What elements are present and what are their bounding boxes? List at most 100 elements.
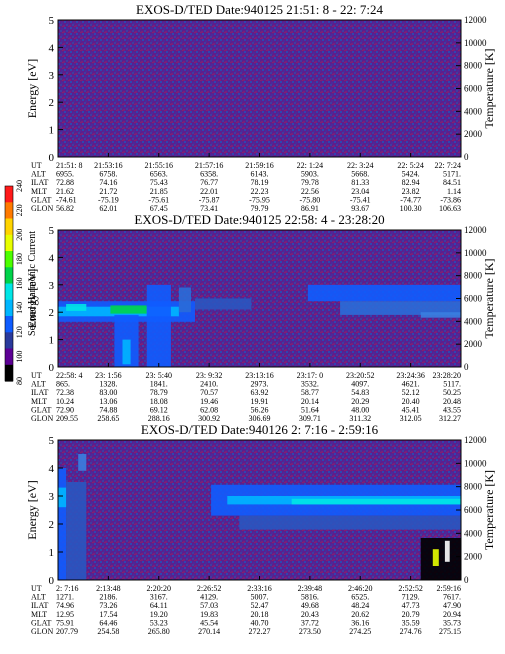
ephemeris-cell: 51.64 — [301, 405, 319, 414]
colorbar-swatch — [5, 283, 13, 301]
ephemeris-cell: 3532. — [301, 380, 319, 389]
emission-feature — [122, 339, 131, 365]
emission-feature — [178, 287, 191, 313]
ephemeris-cell: 2:13:48 — [96, 584, 120, 593]
ephemeris-cell: 23: 5:40 — [146, 371, 172, 380]
ephemeris-cell: 100.30 — [400, 204, 422, 213]
ephemeris-cell: 78.79 — [150, 388, 168, 397]
ephemeris-cell: 6525. — [351, 593, 369, 602]
y-tick-label: 3 — [49, 280, 55, 292]
emission-feature — [239, 515, 461, 530]
ephemeris-cell: 7129. — [402, 593, 420, 602]
ephemeris-cell: 311.32 — [349, 414, 371, 423]
ephemeris-cell: 2:52:52 — [398, 584, 422, 593]
ephemeris-cell: 2:26:52 — [197, 584, 221, 593]
ephemeris-cell: 20.40 — [402, 397, 420, 406]
ephemeris-row-label: ILAT — [31, 178, 48, 187]
ephemeris-cell: 69.12 — [150, 405, 168, 414]
ephemeris-cell: 5117. — [443, 380, 461, 389]
y2-tick-label: 6000 — [464, 505, 483, 515]
ephemeris-row-label: GLAT — [31, 195, 52, 204]
y-tick-label: 4 — [49, 42, 55, 54]
ephemeris-cell: 35.59 — [402, 618, 420, 627]
colorbar-swatch — [5, 332, 13, 350]
ephemeris-cell: 47.73 — [402, 601, 420, 610]
y2-tick-label: 0 — [464, 362, 469, 372]
ephemeris-cell: 20.18 — [251, 610, 269, 619]
ephemeris-cell: 22: 5:24 — [397, 161, 423, 170]
ephemeris-cell: 62.08 — [200, 405, 218, 414]
y2-axis-label: Temperature [K] — [482, 258, 496, 338]
ephemeris-cell: 23: 1:56 — [95, 371, 121, 380]
panel-title: EXOS-D/TED Date:940125 21:51: 8 - 22: 7:… — [136, 2, 383, 17]
y2-tick-label: 8000 — [464, 271, 483, 281]
ephemeris-cell: 288.16 — [148, 414, 170, 423]
ephemeris-cell: 74.88 — [99, 405, 117, 414]
ephemeris-cell: 2:39:48 — [298, 584, 322, 593]
y2-tick-label: 0 — [464, 575, 469, 585]
y2-tick-label: 12000 — [464, 225, 487, 235]
ephemeris-cell: 50.25 — [443, 388, 461, 397]
ephemeris-cell: 207.79 — [56, 627, 78, 636]
colorbar-tick-label: 120 — [15, 326, 24, 338]
panel-title: EXOS-D/TED Date:940126 2: 7:16 - 2:59:16 — [141, 422, 379, 437]
ephemeris-cell: 72.38 — [56, 388, 74, 397]
ephemeris-cell: 20.14 — [301, 397, 319, 406]
ephemeris-row-label: GLON — [31, 204, 53, 213]
emission-feature — [78, 454, 87, 471]
ephemeris-cell: 10.24 — [56, 397, 74, 406]
colorbar-tick-label: 220 — [15, 204, 24, 216]
ephemeris-cell: 72.90 — [56, 405, 74, 414]
y2-tick-label: 8000 — [464, 61, 483, 71]
y2-tick-label: 0 — [464, 152, 469, 162]
ephemeris-cell: 73.41 — [200, 204, 218, 213]
ephemeris-cell: 265.80 — [148, 627, 170, 636]
y-axis-label: Energy [eV] — [25, 269, 39, 328]
colorbar-swatch — [5, 251, 13, 268]
ephemeris-row-label: ILAT — [31, 388, 48, 397]
ephemeris-cell: 209.55 — [56, 414, 78, 423]
emission-feature — [432, 549, 439, 566]
y-tick-label: 2 — [49, 519, 55, 531]
colorbar-tick-label: 140 — [15, 302, 24, 314]
ephemeris-cell: 22: 3:24 — [347, 161, 373, 170]
ephemeris-cell: 86.91 — [301, 204, 319, 213]
ephemeris-row-label: ALT — [31, 380, 46, 389]
y2-tick-label: 12000 — [464, 435, 487, 445]
ephemeris-cell: -75.19 — [98, 195, 119, 204]
ephemeris-cell: 19.91 — [251, 397, 269, 406]
colorbar-tick-label: 180 — [15, 253, 24, 265]
ephemeris-cell: 56.82 — [56, 204, 74, 213]
y-tick-label: 1 — [49, 335, 55, 347]
ephemeris-cell: 6358. — [200, 170, 218, 179]
panel-2: EXOS-D/TED Date:940125 22:58: 4 - 23:28:… — [25, 212, 496, 423]
ephemeris-cell: 74.96 — [56, 601, 74, 610]
panel-3: EXOS-D/TED Date:940126 2: 7:16 - 2:59:16… — [25, 422, 496, 636]
emission-feature — [307, 284, 461, 302]
ephemeris-cell: 3167. — [150, 593, 168, 602]
emission-feature — [420, 538, 461, 580]
ephemeris-cell: 40.70 — [251, 618, 269, 627]
ephemeris-cell: 2410. — [200, 380, 218, 389]
ephemeris-cell: 83.00 — [99, 388, 117, 397]
ephemeris-cell: 1271. — [56, 593, 74, 602]
emission-feature — [110, 305, 147, 314]
ephemeris-cell: 275.15 — [439, 627, 461, 636]
ephemeris-cell: 19.83 — [200, 610, 218, 619]
ephemeris-cell: 43.55 — [443, 405, 461, 414]
ephemeris-cell: 2:20:20 — [147, 584, 171, 593]
ephemeris-cell: 6955. — [56, 170, 74, 179]
ephemeris-cell: 81.33 — [351, 178, 369, 187]
ephemeris-cell: -75.80 — [300, 195, 321, 204]
ephemeris-cell: 312.05 — [400, 414, 422, 423]
panel-title: EXOS-D/TED Date:940125 22:58: 4 - 23:28:… — [134, 212, 384, 227]
ephemeris-cell: 6758. — [99, 170, 117, 179]
colorbar-tick-label: 100 — [15, 351, 24, 363]
ephemeris-cell: 4097. — [351, 380, 369, 389]
emission-feature — [195, 298, 252, 310]
y-tick-label: 3 — [49, 70, 55, 82]
y2-tick-label: 4000 — [464, 316, 483, 326]
ephemeris-cell: 48.00 — [351, 405, 369, 414]
ephemeris-cell: 20.48 — [443, 397, 461, 406]
ephemeris-cell: 21.72 — [99, 187, 117, 196]
